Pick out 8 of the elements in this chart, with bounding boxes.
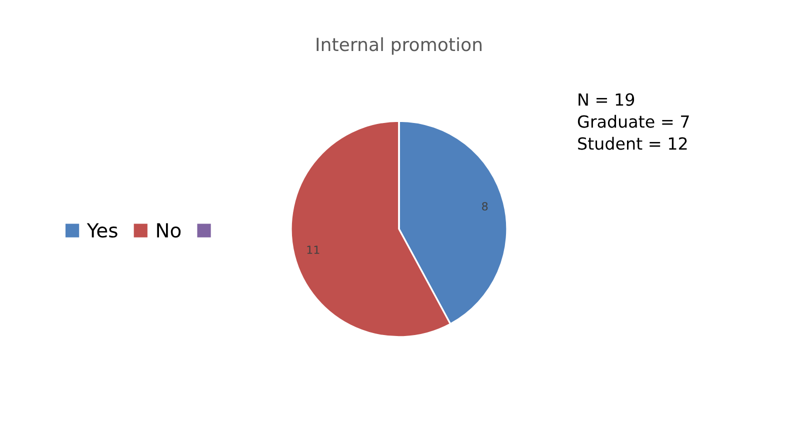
text: N = 19 [578, 93, 634, 106]
legend-label: Yes [86, 223, 118, 238]
text: Graduate = 7 [578, 114, 689, 128]
data-label: 8 [482, 202, 488, 210]
text: Student = 12 [578, 136, 687, 150]
data-label: 11 [307, 246, 320, 254]
legend-label: No [157, 223, 181, 238]
chart-title: Internal promotion [316, 37, 482, 55]
